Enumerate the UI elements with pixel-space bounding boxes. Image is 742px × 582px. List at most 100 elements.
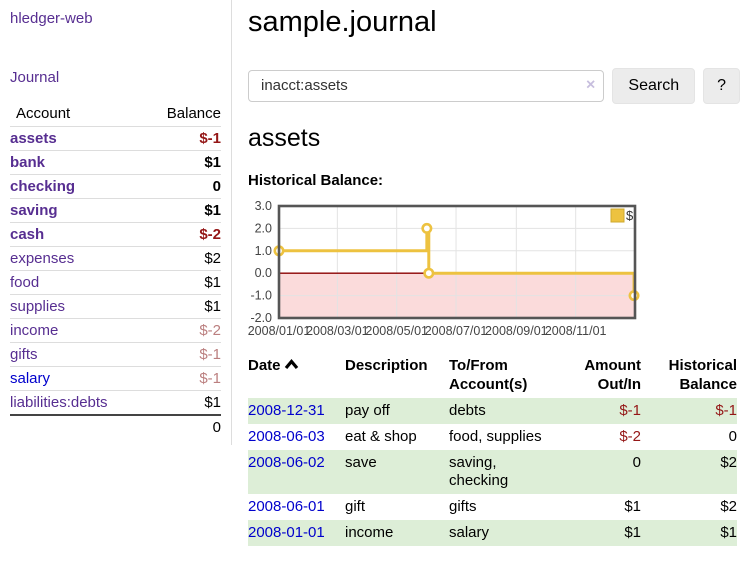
chart-title: Historical Balance: (248, 171, 384, 189)
transaction-date-link[interactable]: 2008-06-02 (248, 453, 325, 471)
account-balance: $-1 (145, 366, 221, 391)
account-balance: $2 (145, 246, 221, 271)
x-tick-label: 2008/09/01 (485, 324, 548, 338)
transaction-balance: $2 (720, 497, 737, 515)
account-row: assets $-1 (10, 126, 221, 151)
transaction-description: save (345, 453, 377, 471)
app-brand-link[interactable]: hledger-web (10, 10, 93, 27)
plot-border (277, 204, 637, 320)
account-balance: $1 (145, 198, 221, 223)
account-column-header: Account (16, 105, 71, 122)
clear-search-icon[interactable]: × (586, 76, 596, 94)
transaction-amount: $-2 (619, 427, 641, 445)
search-button[interactable]: Search (612, 67, 696, 104)
date-column-header[interactable]: Date (248, 354, 345, 398)
account-link[interactable]: expenses (10, 250, 75, 267)
account-link[interactable]: salary (10, 370, 51, 387)
y-tick-label: 0.0 (255, 266, 272, 280)
transaction-balance: $-1 (715, 401, 737, 419)
x-tick-label: 2008/01/01 (248, 324, 310, 338)
legend-swatch (610, 208, 625, 223)
accounts-column-header: To/From Account(s) (449, 356, 528, 393)
main-content: sample.journal × Search ? assets Histori… (248, 0, 740, 546)
transaction-date-link[interactable]: 2008-06-01 (248, 497, 325, 515)
x-tick-label: 2008/07/01 (425, 324, 488, 338)
description-column-header: Description (345, 356, 428, 374)
account-balance: 0 (145, 174, 221, 199)
account-balance: $-2 (145, 318, 221, 343)
search-box: × (248, 69, 605, 102)
account-balance: $1 (145, 390, 221, 415)
account-row: saving $1 (10, 198, 221, 223)
transaction-row: 2008-06-02 save saving, checking 0 $2 (248, 449, 737, 494)
transaction-description: pay off (345, 401, 390, 419)
transaction-amount: $1 (624, 497, 641, 515)
y-tick-label: 3.0 (255, 199, 272, 213)
account-link[interactable]: income (10, 322, 59, 339)
y-tick-label: 1.0 (255, 244, 272, 258)
account-row: checking 0 (10, 174, 221, 199)
balance-column-header: Historical Balance (668, 356, 737, 393)
transaction-balance: 0 (728, 427, 737, 445)
transaction-row: 2008-12-31 pay off debts $-1 $-1 (248, 397, 737, 424)
transaction-description: income (345, 523, 394, 541)
transaction-date-link[interactable]: 2008-12-31 (248, 401, 325, 419)
amount-column-header: Amount Out/In (584, 356, 641, 393)
transaction-row: 2008-06-01 gift gifts $1 $2 (248, 494, 737, 520)
transaction-amount: $-1 (619, 401, 641, 419)
account-row: supplies $1 (10, 294, 221, 319)
x-tick-label: 2008/11/01 (545, 324, 607, 338)
account-row: income $-2 (10, 318, 221, 343)
search-input[interactable] (248, 69, 605, 102)
accounts-total-balance: 0 (145, 414, 221, 439)
historical-balance-chart: $3.0 2.0 1.0 0.0 -1.0 -2.02008/01/012008/03/0… (248, 199, 640, 338)
account-balance: $1 (145, 294, 221, 319)
account-link[interactable]: checking (10, 178, 76, 195)
transaction-accounts: saving, checking (449, 453, 509, 489)
transaction-date-link[interactable]: 2008-06-03 (248, 427, 325, 445)
transaction-accounts: food, supplies (449, 427, 542, 445)
account-link[interactable]: cash (10, 226, 45, 243)
account-link[interactable]: assets (10, 130, 57, 147)
transaction-amount: 0 (632, 453, 641, 471)
x-tick-label: 2008/03/01 (306, 324, 369, 338)
accounts-balance-table: Account Balance assets $-1 bank $1 check… (10, 103, 221, 439)
sidebar: hledger-web Journal Account Balance asse… (0, 0, 232, 445)
transaction-description: gift (345, 497, 366, 515)
transaction-accounts: salary (449, 523, 490, 541)
account-balance: $-1 (145, 126, 221, 151)
account-balance: $1 (145, 270, 221, 295)
account-row: liabilities:debts $1 (10, 390, 221, 415)
sort-ascending-icon (284, 358, 298, 369)
data-point-marker (421, 222, 433, 234)
sidebar-item-journal[interactable]: Journal (10, 69, 60, 86)
y-tick-label: -2.0 (250, 311, 272, 325)
transaction-accounts: debts (449, 401, 486, 419)
transaction-description: eat & shop (345, 427, 417, 445)
account-link[interactable]: gifts (10, 346, 38, 363)
transaction-row: 2008-01-01 income salary $1 $1 (248, 519, 737, 546)
account-link[interactable]: bank (10, 154, 46, 171)
page-title: sample.journal (248, 6, 437, 38)
transaction-date-link[interactable]: 2008-01-01 (248, 523, 325, 541)
account-link[interactable]: liabilities:debts (10, 394, 108, 411)
account-heading: assets (248, 123, 321, 152)
y-tick-label: -1.0 (250, 288, 272, 302)
account-row: cash $-2 (10, 222, 221, 247)
account-link[interactable]: saving (10, 202, 58, 219)
legend-label: $ (626, 208, 634, 223)
accounts-total-row: 0 (10, 414, 221, 439)
account-balance: $1 (145, 150, 221, 175)
date-header-label: Date (248, 356, 281, 374)
account-row: expenses $2 (10, 246, 221, 271)
account-link[interactable]: food (10, 274, 40, 291)
account-link[interactable]: supplies (10, 298, 66, 315)
data-point-marker (423, 267, 435, 279)
transaction-row: 2008-06-03 eat & shop food, supplies $-2… (248, 424, 737, 450)
accounts-table-header: Account Balance (10, 103, 221, 127)
search-help-button[interactable]: ? (703, 67, 740, 104)
transaction-balance: $2 (720, 453, 737, 471)
transaction-accounts: gifts (449, 497, 477, 515)
account-row: food $1 (10, 270, 221, 295)
account-row: salary $-1 (10, 366, 221, 391)
